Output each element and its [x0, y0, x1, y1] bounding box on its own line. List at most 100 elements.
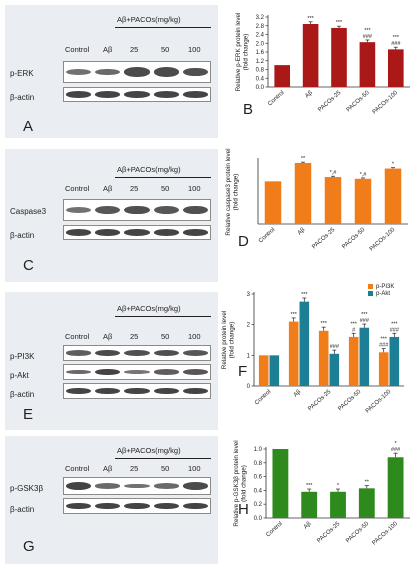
significance-marker: **: [301, 156, 306, 162]
bar: [387, 457, 404, 518]
bar: [258, 355, 269, 386]
blot-row-label: p-ERK: [10, 69, 34, 78]
blot-band: [153, 67, 179, 77]
y-tick-label: 0.2: [254, 502, 263, 508]
panel-letter: B: [243, 101, 253, 118]
blot-row-label: p-Akt: [10, 371, 29, 380]
blot-band: [124, 502, 150, 510]
bar: [378, 352, 389, 386]
y-tick-label: 0.4: [254, 488, 263, 494]
bar: [359, 327, 370, 386]
column-label-25: 25: [130, 184, 139, 193]
x-tick-label: PACOs-25: [311, 227, 336, 251]
blot-strip: [63, 345, 211, 361]
bar: [359, 42, 376, 87]
column-label-100: 100: [188, 45, 201, 54]
column-label-50: 50: [161, 45, 170, 54]
x-tick-label: Aβ: [297, 227, 307, 237]
y-tick-label: 0.0: [254, 516, 263, 522]
significance-marker: *,#: [330, 170, 338, 176]
bar: [301, 491, 318, 518]
significance-marker: *: [337, 483, 340, 489]
blot-band: [182, 229, 208, 236]
significance-marker: ***: [393, 35, 400, 41]
blot-row-label: β-actin: [10, 505, 35, 514]
blot-band: [124, 229, 150, 236]
blot-panel-c: Aβ+PACOs(mg/kg) Control Aβ 25 50 100 Cas…: [5, 149, 218, 282]
blot-strip: [63, 364, 211, 380]
blot-strip: [63, 61, 211, 83]
y-axis-label: Relative p-ERK protein level(fold change…: [235, 13, 250, 92]
treatment-label: Aβ+PACOs(mg/kg): [117, 446, 181, 455]
panel-letter-a: A: [23, 118, 34, 135]
x-tick-label: Aβ: [304, 90, 314, 100]
blot-band: [95, 205, 121, 215]
treatment-label: Aβ+PACOs(mg/kg): [117, 304, 181, 313]
bar: [272, 449, 289, 518]
blot-band: [66, 91, 92, 98]
blot-band: [66, 68, 92, 76]
significance-marker: ***: [364, 28, 371, 34]
blot-strip: [63, 225, 211, 240]
blot-band: [124, 483, 150, 489]
significance-marker: ***: [361, 312, 368, 318]
y-tick-label: 1.2: [256, 59, 265, 65]
y-tick-label: 2.4: [256, 33, 265, 39]
bar: [302, 24, 319, 87]
blot-band: [153, 205, 179, 215]
blot-row-label: β-actin: [10, 231, 35, 240]
significance-marker: ***: [336, 20, 343, 26]
blot-band: [182, 482, 208, 490]
blot-band: [95, 349, 121, 357]
blot-band: [182, 67, 208, 77]
blot-panel-a: Aβ+PACOs(mg/kg) Control Aβ 25 50 100 p-E…: [5, 5, 218, 138]
x-tick-label: PACOs-25: [307, 389, 332, 413]
column-label-abeta: Aβ: [103, 45, 113, 54]
column-label-abeta: Aβ: [103, 184, 113, 193]
bar: [299, 301, 310, 386]
blot-band: [66, 502, 92, 510]
y-tick-label: 2.8: [256, 24, 265, 30]
bar: [387, 49, 404, 87]
column-label-25: 25: [130, 45, 139, 54]
blot-band: [124, 67, 150, 77]
bar: [354, 178, 372, 224]
blot-band: [153, 502, 179, 510]
significance-marker: ###: [391, 447, 401, 453]
blot-band: [153, 387, 179, 395]
bar: [324, 177, 342, 224]
blot-band: [124, 387, 150, 395]
blot-band: [66, 482, 92, 490]
x-tick-label: Aβ: [303, 521, 313, 531]
x-tick-label: Control: [267, 90, 285, 107]
y-tick-label: 0.4: [256, 76, 265, 82]
blot-panel-g: Aβ+PACOs(mg/kg) Control Aβ 25 50 100 p-G…: [5, 436, 218, 564]
y-axis-label: Relative caspase3 protein level(fold cha…: [225, 148, 240, 235]
blot-band: [124, 205, 150, 215]
x-tick-label: PACOs-50: [337, 389, 362, 413]
y-tick-label: 3: [247, 292, 251, 298]
x-tick-label: PACOs-25: [317, 90, 342, 114]
bar: [269, 355, 280, 386]
blot-strip: [63, 199, 211, 221]
column-label-control: Control: [65, 332, 90, 341]
significance-marker: ***: [301, 292, 308, 298]
y-tick-label: 0.6: [254, 475, 263, 481]
blot-band: [66, 206, 92, 214]
column-label-50: 50: [161, 464, 170, 473]
panel-letter: F: [238, 363, 247, 380]
column-label-100: 100: [188, 464, 201, 473]
panel-letter: H: [238, 501, 249, 518]
blot-band: [124, 349, 150, 357]
bar: [288, 321, 299, 386]
y-tick-label: 0.0: [256, 85, 265, 91]
bar: [329, 353, 340, 386]
significance-marker: *,#: [360, 172, 368, 178]
blot-band: [153, 483, 179, 489]
blot-band: [153, 369, 179, 375]
blot-row-label: p-GSK3β: [10, 484, 44, 493]
blot-band: [95, 483, 121, 489]
column-label-abeta: Aβ: [103, 332, 113, 341]
bar: [384, 168, 402, 224]
significance-marker: ###: [390, 327, 400, 333]
